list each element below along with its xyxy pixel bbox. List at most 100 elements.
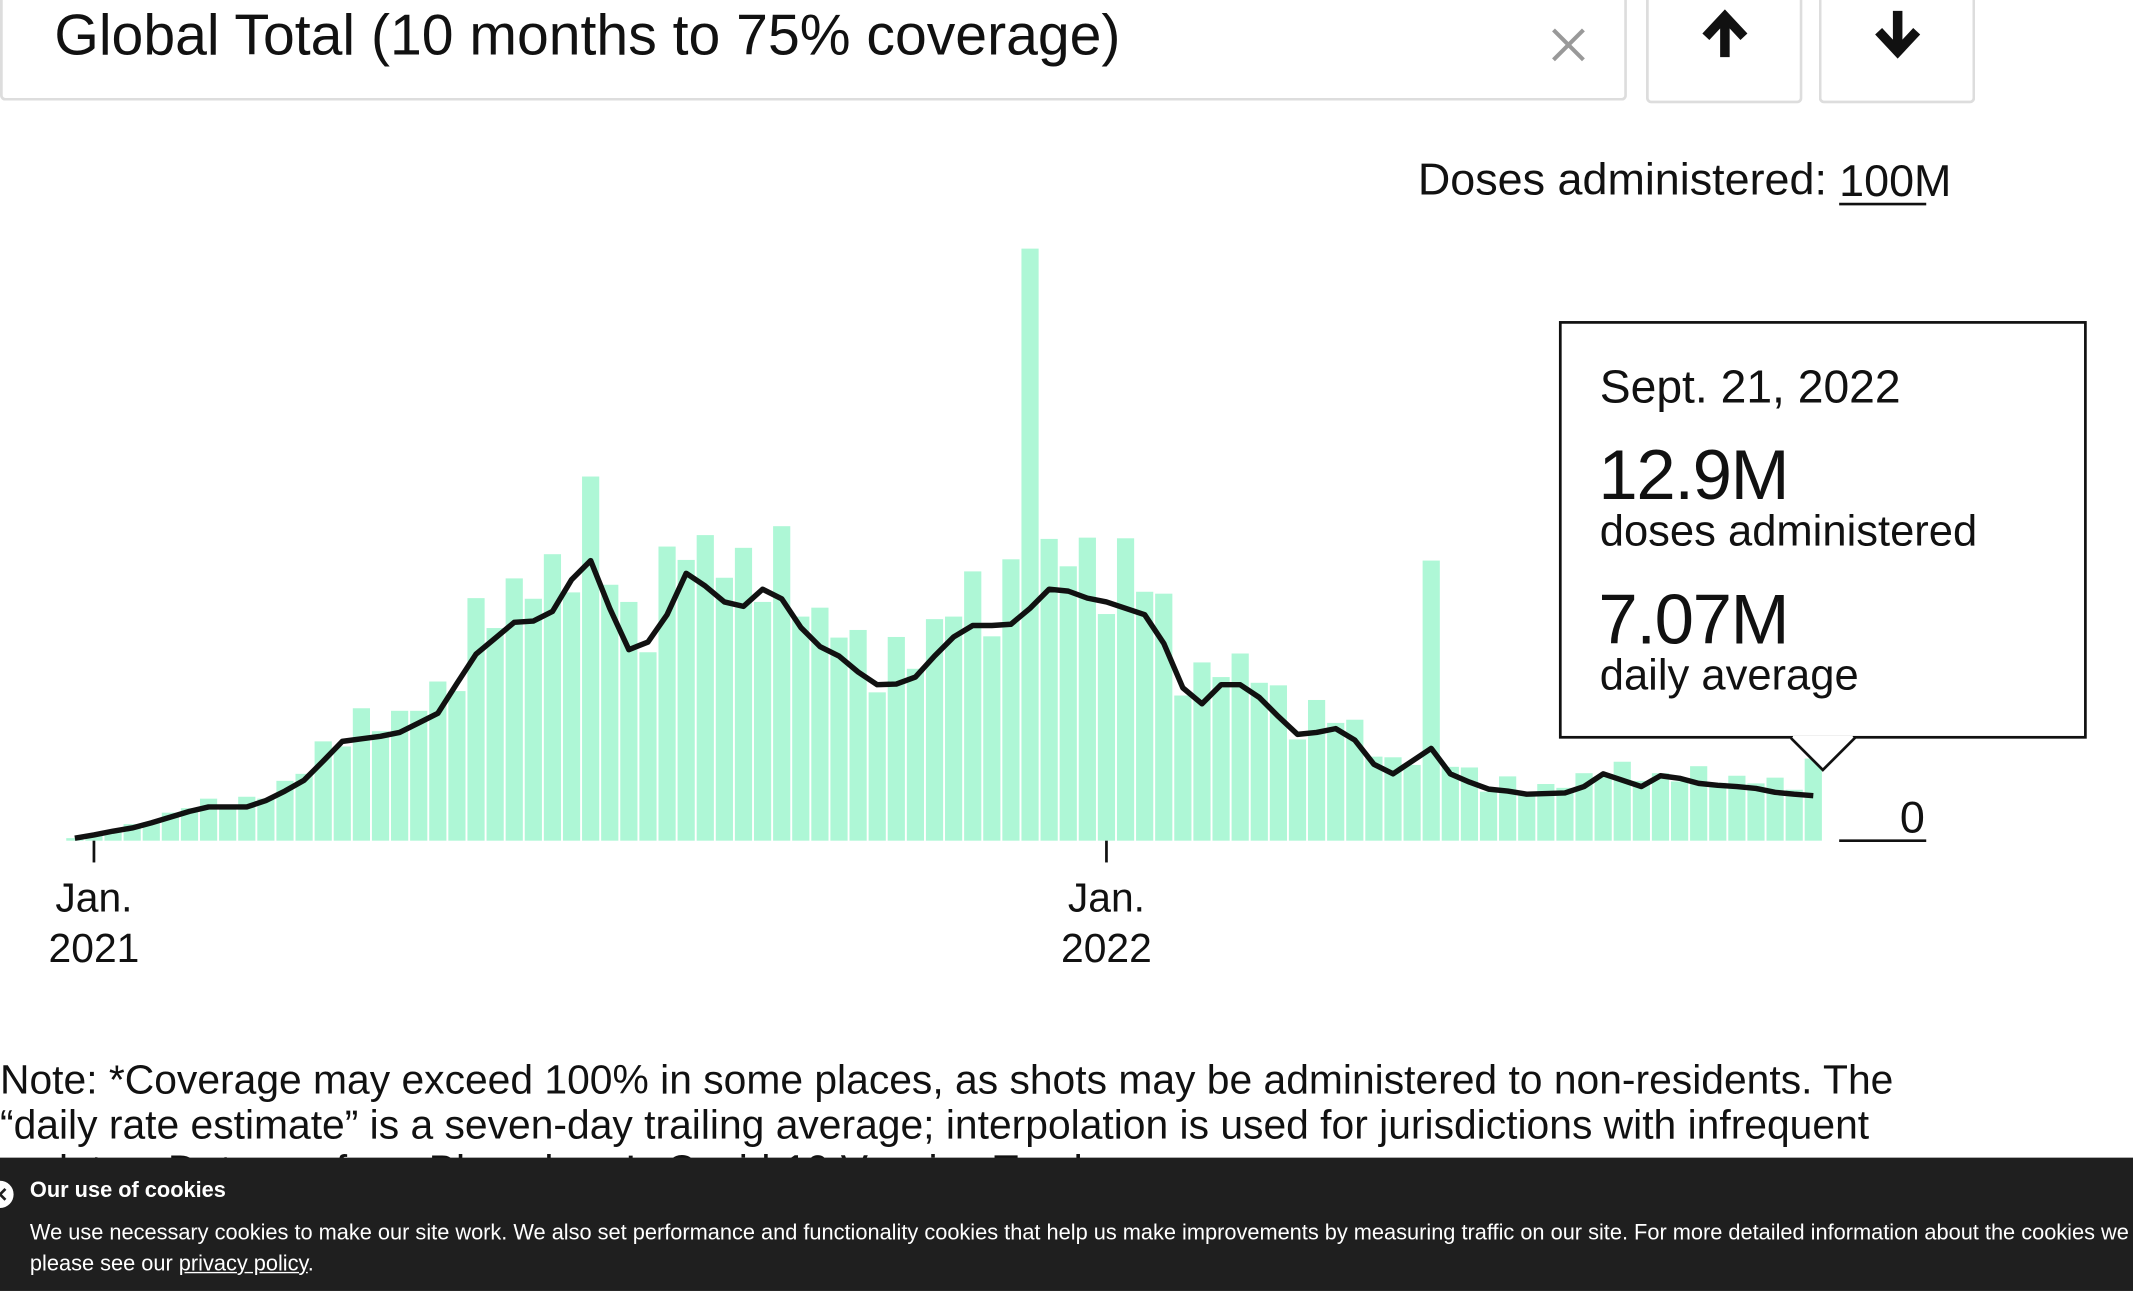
bar xyxy=(906,668,925,841)
bar xyxy=(1403,764,1421,841)
cookie-body: We use necessary cookies to make our sit… xyxy=(30,1217,2133,1280)
y-tick-label: 0 xyxy=(1900,792,1925,843)
tooltip-line-label: daily average xyxy=(1599,650,1859,700)
bar xyxy=(753,601,772,841)
bar xyxy=(887,636,905,841)
bar xyxy=(257,798,275,841)
bar xyxy=(1250,682,1268,841)
bar xyxy=(792,616,810,841)
bar xyxy=(142,822,160,841)
bar xyxy=(371,731,390,841)
bar xyxy=(1422,560,1440,841)
bar xyxy=(1537,784,1555,841)
bar xyxy=(1651,773,1670,841)
bar xyxy=(1594,777,1612,841)
bar xyxy=(1097,614,1116,841)
privacy-link[interactable]: privacy policy xyxy=(178,1252,308,1276)
bar xyxy=(849,629,867,841)
bar xyxy=(1116,538,1135,841)
bar xyxy=(1632,780,1650,841)
up-button[interactable] xyxy=(1645,0,1803,104)
bar xyxy=(715,577,733,841)
bar xyxy=(601,584,619,841)
bar xyxy=(830,637,848,841)
bar xyxy=(868,692,886,841)
chart: Doses administered: 0 100M xyxy=(66,154,1951,863)
bar xyxy=(467,598,485,841)
cookie-close[interactable] xyxy=(0,1179,16,1209)
bar xyxy=(1479,791,1498,841)
x-tick-label: Jan. 2022 xyxy=(1061,876,1152,972)
bar xyxy=(925,619,944,841)
bar xyxy=(620,601,638,841)
bar xyxy=(562,592,581,841)
tooltip-date: Sept. 21, 2022 xyxy=(1599,361,1901,414)
bar xyxy=(1174,695,1192,841)
bar xyxy=(1766,777,1784,841)
bar xyxy=(1136,591,1154,841)
note: Note: *Coverage may exceed 100% in some … xyxy=(0,1058,1894,1193)
y-tick-label: 100M xyxy=(1839,155,1951,206)
cookie-end: . xyxy=(307,1252,314,1276)
bar xyxy=(333,746,351,841)
bar xyxy=(448,691,466,841)
bar xyxy=(486,628,504,841)
bar xyxy=(180,808,199,841)
bar xyxy=(66,838,84,841)
bar xyxy=(964,571,982,841)
cookie-text: We use necessary cookies to make our sit… xyxy=(29,1221,2133,1276)
cookie-title: Our use of cookies xyxy=(29,1179,226,1203)
bar xyxy=(1288,739,1307,841)
search-box[interactable]: Global Total (10 months to 75% coverage) xyxy=(0,0,1627,101)
bar xyxy=(543,554,562,841)
bar xyxy=(773,526,791,841)
bar xyxy=(1231,653,1249,841)
bar xyxy=(1327,722,1345,841)
bar xyxy=(1193,662,1211,841)
bar xyxy=(410,710,428,841)
tooltip-pointer xyxy=(1790,735,1857,772)
average-line xyxy=(74,557,1814,841)
tooltip: Sept. 21, 2022 12.9M doses administered … xyxy=(1558,321,2087,739)
x-tick-label: Jan. 2021 xyxy=(48,876,140,972)
bar xyxy=(524,598,542,841)
bar xyxy=(1346,719,1364,841)
bar xyxy=(677,559,695,841)
bar xyxy=(1709,782,1727,841)
tooltip-line-value: 7.07M xyxy=(1598,580,1789,660)
bar xyxy=(1002,559,1020,841)
bar xyxy=(104,831,122,841)
bar xyxy=(1747,783,1765,841)
bar xyxy=(1518,791,1536,841)
bar xyxy=(219,808,237,841)
tooltip-bar-value: 12.9M xyxy=(1598,436,1789,516)
bar xyxy=(1804,758,1822,841)
bar xyxy=(429,681,447,841)
bar xyxy=(1441,766,1459,841)
bar xyxy=(1021,248,1039,841)
bar xyxy=(983,636,1001,841)
bar xyxy=(295,773,313,841)
bar xyxy=(734,547,753,841)
clear-icon[interactable] xyxy=(1548,24,1589,65)
bar xyxy=(1059,566,1077,841)
cookie-banner: Our use of cookies We use necessary cook… xyxy=(0,1157,2133,1291)
down-button[interactable] xyxy=(1818,0,1976,104)
bar xyxy=(1728,775,1746,841)
bar xyxy=(1040,538,1058,841)
bar xyxy=(1785,789,1803,841)
bar xyxy=(1499,776,1517,841)
bar xyxy=(945,616,963,841)
bar xyxy=(811,607,829,841)
bar xyxy=(1690,766,1708,841)
bar xyxy=(1556,787,1574,841)
up-arrow xyxy=(1702,9,1748,58)
bar xyxy=(658,546,676,841)
bar xyxy=(1384,757,1402,841)
bar xyxy=(696,535,714,841)
bar xyxy=(1613,761,1631,841)
bar xyxy=(582,476,600,841)
bar xyxy=(1365,756,1383,841)
bar xyxy=(505,578,523,841)
